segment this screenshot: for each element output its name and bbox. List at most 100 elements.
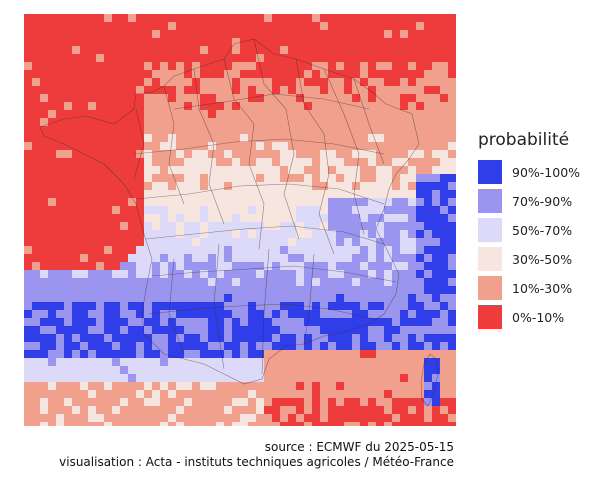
grid-cell [160,254,169,263]
grid-cell [136,382,145,391]
grid-cell [288,70,297,79]
grid-cell [72,390,81,399]
grid-cell [408,222,417,231]
grid-cell [80,110,89,119]
grid-cell [320,398,329,407]
grid-cell [104,398,113,407]
grid-cell [40,302,49,311]
grid-cell [56,238,65,247]
grid-cell [200,342,209,351]
grid-cell [104,86,113,95]
grid-cell [376,350,385,359]
grid-cell [232,310,241,319]
grid-cell [248,150,257,159]
grid-cell [352,262,361,271]
grid-cell [264,382,273,391]
grid-cell [280,222,289,231]
legend-swatch [478,247,502,271]
grid-cell [56,150,65,159]
grid-cell [112,62,121,71]
grid-cell [192,198,201,207]
grid-cell [400,230,409,239]
grid-cell [416,326,425,335]
grid-cell [136,78,145,87]
grid-cell [280,54,289,63]
grid-cell [136,350,145,359]
grid-cell [328,190,337,199]
grid-cell [352,358,361,367]
grid-cell [128,134,137,143]
grid-cell [208,302,217,311]
grid-cell [56,278,65,287]
grid-cell [144,382,153,391]
grid-cell [152,318,161,327]
grid-cell [224,262,233,271]
grid-cell [448,86,456,95]
grid-cell [184,374,193,383]
grid-cell [216,350,225,359]
grid-cell [280,382,289,391]
grid-cell [344,350,353,359]
grid-cell [112,206,121,215]
grid-cell [360,78,369,87]
grid-cell [432,246,441,255]
grid-cell [336,134,345,143]
grid-cell [200,46,209,55]
grid-cell [160,94,169,103]
grid-cell [288,150,297,159]
grid-cell [216,118,225,127]
grid-cell [352,214,361,223]
grid-cell [176,198,185,207]
grid-cell [264,214,273,223]
grid-cell [232,230,241,239]
grid-cell [400,294,409,303]
grid-cell [200,94,209,103]
grid-cell [344,62,353,71]
grid-cell [440,86,449,95]
grid-cell [144,110,153,119]
grid-cell [136,142,145,151]
grid-cell [80,358,89,367]
grid-cell [384,254,393,263]
grid-cell [208,382,217,391]
grid-cell [232,86,241,95]
grid-cell [48,310,57,319]
grid-cell [64,198,73,207]
grid-cell [248,262,257,271]
grid-cell [232,102,241,111]
grid-cell [96,182,105,191]
grid-cell [240,110,249,119]
grid-cell [384,126,393,135]
grid-cell [352,286,361,295]
grid-cell [208,134,217,143]
grid-cell [432,166,441,175]
grid-cell [392,46,401,55]
grid-cell [120,142,129,151]
grid-cell [48,110,57,119]
grid-cell [424,62,433,71]
grid-cell [248,110,257,119]
grid-cell [176,62,185,71]
grid-cell [264,342,273,351]
grid-cell [312,270,321,279]
grid-cell [408,214,417,223]
grid-cell [424,270,433,279]
grid-cell [328,406,337,415]
legend-label: 50%-70% [512,222,573,238]
grid-cell [240,366,249,375]
grid-cell [120,318,129,327]
grid-cell [168,198,177,207]
grid-cell [320,366,329,375]
grid-cell [360,238,369,247]
grid-cell [240,78,249,87]
grid-cell [336,342,345,351]
grid-cell [136,246,145,255]
grid-cell [288,22,297,31]
grid-cell [64,238,73,247]
grid-cell [112,270,121,279]
grid-cell [112,78,121,87]
grid-cell [264,222,273,231]
grid-cell [80,350,89,359]
grid-cell [408,310,417,319]
grid-cell [192,422,201,426]
